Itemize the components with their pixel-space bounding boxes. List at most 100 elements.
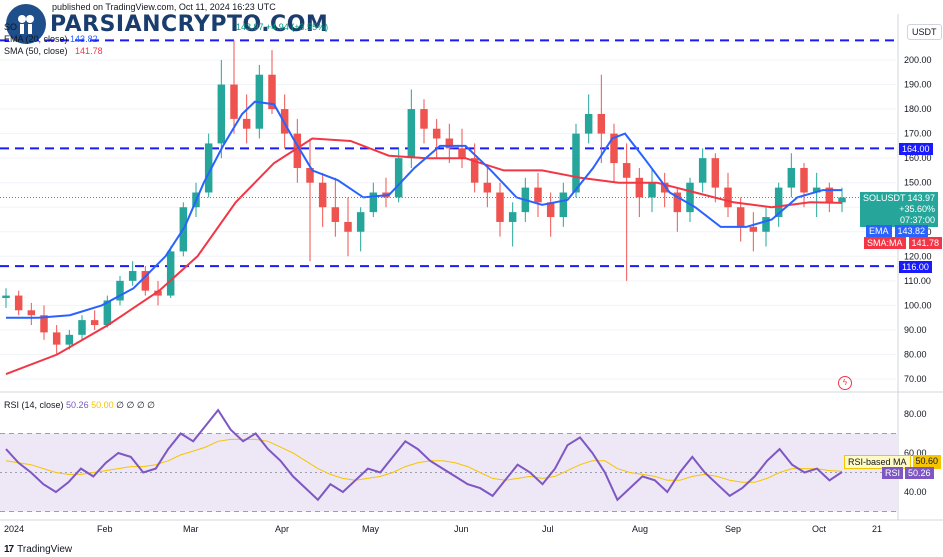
rsi-legend-label: RSI (14, close) [4,400,64,410]
rsi-legend-ma: 50.00 [91,400,114,410]
last-price-symbol: SOLUSDT 143.97 [863,193,935,203]
candle-body [559,192,568,218]
candle-body [698,158,707,183]
sma-tag-name: SMA:MA [864,237,906,249]
rsi-line [5,408,843,502]
tradingview-logo-icon: 17 [4,544,14,555]
price-tick-label: 90.00 [904,325,927,335]
rsi-ma-line [5,438,843,483]
price-tick-label: 120.00 [904,251,932,261]
watermark-logo: PARSIANCRYPTO.COM [6,4,328,44]
price-tick-label: 160.00 [904,153,932,163]
price-tick-label: 190.00 [904,80,932,90]
candle-body [445,138,454,149]
alert-icon[interactable]: ϟ [838,376,852,390]
tradingview-brand: TradingView [17,544,73,555]
time-tick-label: Apr [275,524,289,534]
candle-body [103,300,112,326]
price-tick-label: 200.00 [904,55,932,65]
candle-body [673,192,682,213]
sma-legend-label: SMA (50, close) [4,46,68,56]
ema-20-line [6,100,842,319]
candle-body [812,187,821,193]
candle-body [711,158,720,188]
candle-body [749,226,758,232]
candle-body [344,221,352,232]
rsi-legend-extra: ∅ ∅ ∅ ∅ [116,400,156,410]
price-tick-label: 150.00 [904,178,932,188]
last-price-change: +35.60% [899,204,935,214]
time-tick-label: Jun [454,524,469,534]
candle-body [318,182,327,208]
rsi-tick-label: 60.00 [904,448,927,458]
candle-body [736,207,745,227]
last-price-tag: SOLUSDT 143.97 +35.60% 07:37:00 [860,192,938,227]
candle-body [394,158,403,198]
candle-body [496,192,504,222]
ema-legend: EMA (20, close) 143.82 [4,34,98,44]
resistance-tag: 164.00 [899,143,933,155]
candle-body [622,163,631,178]
tradingview-footer: 17 TradingView [4,544,72,555]
candle-body [838,197,846,203]
candle-body [204,143,213,193]
rsi-legend: RSI (14, close) 50.26 50.00 ∅ ∅ ∅ ∅ [4,400,155,411]
candle-body [242,118,251,129]
candle-body [166,251,175,296]
candle-body [65,334,74,345]
ema-legend-value: 143.82 [70,34,98,44]
candle-body [154,290,162,296]
sma-legend: SMA (50, close) 141.78 [4,46,103,56]
time-tick-label: Feb [97,524,113,534]
candle-body [572,133,580,193]
logo-icon [6,4,46,44]
candle-body [470,158,479,183]
candle-body [268,74,276,110]
candle-body [217,84,226,144]
sma-tag: SMA:MA 141.78 [864,237,943,249]
candle-body [597,113,606,134]
price-tick-label: 70.00 [904,374,927,384]
candle-body [432,128,441,139]
price-change: 143.97 +4.94 (+3.55%) [236,22,329,32]
ema-legend-label: EMA (20, close) [4,34,68,44]
candle-body [546,202,555,218]
rsi-legend-value: 50.26 [66,400,89,410]
candle-body [230,84,238,119]
price-tick-label: 110.00 [904,276,931,286]
candle-body [356,212,365,232]
candle-body [584,113,593,134]
time-tick-label: Mar [183,524,199,534]
rsi-tag: RSI 50.26 [882,467,934,479]
ema-tag-name: EMA [866,225,892,237]
price-tick-label: 180.00 [904,104,932,114]
rsi-tick-label: 40.00 [904,487,927,497]
rsi-ma-tag-value: 50.60 [912,455,942,469]
price-tick-label: 80.00 [904,349,927,359]
candle-body [800,167,808,193]
rsi-tick-label: 80.00 [904,409,927,419]
candle-body [90,320,99,326]
rsi-tag-value: 50.26 [905,467,934,479]
price-tick-label: 170.00 [904,129,932,139]
candle-body [508,212,517,222]
candle-body [2,295,10,299]
candle-body [14,295,23,311]
candle-body [825,187,834,203]
candle-body [483,182,492,193]
candle-body [660,182,669,193]
time-tick-label: Jul [542,524,554,534]
rsi-ma-tag-name: RSI-based MA [844,455,911,469]
candle-body [141,271,150,291]
watermark-text: PARSIANCRYPTO.COM [50,11,329,37]
candle-body [78,320,86,335]
candle-body [420,109,428,129]
time-tick-label: May [362,524,380,534]
candle-body [724,187,732,208]
sma-legend-value: 141.78 [75,46,103,56]
time-tick-label: 2024 [4,524,24,534]
support-tag: 116.00 [899,261,932,273]
currency-button[interactable]: USDT [907,24,942,40]
symbol-prefix: SO [4,22,18,32]
